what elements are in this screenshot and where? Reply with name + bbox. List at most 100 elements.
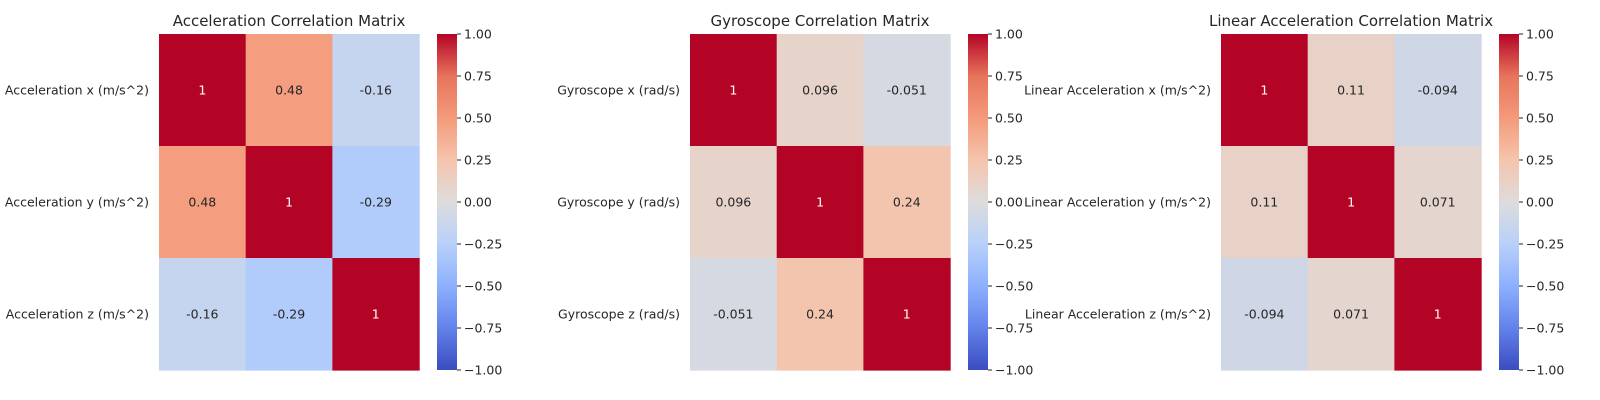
row-label: Linear Acceleration z (m/s^2) [1025,307,1211,322]
colorbar-tick-label: 0.50 [1526,111,1554,126]
heatmap-cell [159,258,247,371]
colorbar-tick-label: 1.00 [1526,27,1554,42]
heatmap-cell [690,146,778,259]
colorbar-tick-label: 0.00 [1526,195,1554,210]
colorbar-tick-label: −0.75 [464,321,502,336]
heatmap-cell [776,34,864,147]
cell-value-label: -0.051 [887,83,927,98]
row-label: Linear Acceleration x (m/s^2) [1024,83,1211,98]
cell-value-label: -0.051 [713,307,753,322]
heatmap-cell [332,146,420,259]
heatmap-cell [1394,258,1482,371]
colorbar [968,34,988,370]
cell-value-label: -0.094 [1418,83,1458,98]
cell-value-label: 1 [198,83,206,98]
heatmap-panel-linear-acceleration: Linear Acceleration Correlation Matrix Li… [1024,12,1564,378]
heatmap-cell [863,258,951,371]
heatmap-cell [332,34,420,147]
row-label: Acceleration y (m/s^2) [5,195,149,210]
colorbar-tick-label: 0.25 [1526,153,1554,168]
cell-value-label: 1 [816,195,824,210]
cell-value-label: 0.11 [1337,83,1365,98]
colorbar-tick-label: 0.50 [995,111,1023,126]
cell-value-label: -0.29 [273,307,305,322]
row-label: Acceleration x (m/s^2) [5,83,149,98]
colorbar-tick-label: 0.00 [464,195,492,210]
colorbar-tick-label: 1.00 [995,27,1023,42]
heatmap-cell [690,258,778,371]
heatmap-panel-gyroscope: Gyroscope Correlation Matrix Gyroscope x … [557,12,1033,378]
colorbar-tick-label: −1.00 [464,363,502,378]
colorbar-tick-label: −0.25 [995,237,1033,252]
cell-value-label: 1 [1434,307,1442,322]
cell-value-label: 0.48 [188,195,216,210]
cell-value-label: 0.24 [893,195,921,210]
colorbar-tick-label: 0.25 [995,153,1023,168]
heatmap-cell [863,34,951,147]
colorbar-tick-label: −1.00 [1526,363,1564,378]
row-label: Linear Acceleration y (m/s^2) [1024,195,1211,210]
colorbar-tick-label: −0.25 [1526,237,1564,252]
cell-value-label: -0.16 [186,307,218,322]
colorbar-tick-label: −0.50 [1526,279,1564,294]
cell-value-label: 1 [1347,195,1355,210]
colorbar-tick-label: −0.25 [464,237,502,252]
heatmap-cell [690,34,778,147]
colorbar [1499,34,1519,370]
heatmap-cell [1394,34,1482,147]
colorbar-tick-label: −0.75 [995,321,1033,336]
heatmap-cell [159,146,247,259]
cell-value-label: 0.096 [715,195,751,210]
cell-value-label: 1 [285,195,293,210]
row-label: Gyroscope y (rad/s) [557,195,680,210]
cell-value-label: 0.096 [802,83,838,98]
heatmap-cell [245,146,333,259]
heatmap-cell [863,146,951,259]
cell-value-label: -0.29 [360,195,392,210]
colorbar-tick-label: 0.75 [1526,69,1554,84]
cell-value-label: 1 [729,83,737,98]
colorbar-tick-label: 0.50 [464,111,492,126]
heatmap-cell [245,34,333,147]
colorbar-tick-label: 1.00 [464,27,492,42]
row-label: Gyroscope z (rad/s) [558,307,680,322]
heatmap-cell [1221,34,1309,147]
chart-title: Linear Acceleration Correlation Matrix [1209,12,1493,30]
colorbar-tick-label: −0.50 [464,279,502,294]
heatmap-cell [776,258,864,371]
chart-title: Gyroscope Correlation Matrix [711,12,930,30]
cell-value-label: 0.071 [1333,307,1369,322]
heatmap-cell [159,34,247,147]
heatmap-cell [1221,146,1309,259]
cell-value-label: 1 [372,307,380,322]
row-label: Acceleration z (m/s^2) [6,307,149,322]
heatmap-cell [1221,258,1309,371]
colorbar-tick-label: 0.75 [464,69,492,84]
heatmap-cell [1307,146,1395,259]
heatmap-cell [1307,34,1395,147]
cell-value-label: -0.16 [360,83,392,98]
row-label: Gyroscope x (rad/s) [557,83,680,98]
heatmap-cell [245,258,333,371]
colorbar-tick-label: 0.00 [995,195,1023,210]
cell-value-label: 0.48 [275,83,303,98]
cell-value-label: -0.094 [1244,307,1284,322]
colorbar-tick-label: 0.75 [995,69,1023,84]
cell-value-label: 0.24 [806,307,834,322]
colorbar-tick-label: −0.50 [995,279,1033,294]
cell-value-label: 1 [1260,83,1268,98]
heatmap-cell [1394,146,1482,259]
colorbar [437,34,457,370]
colorbar-tick-label: −0.75 [1526,321,1564,336]
cell-value-label: 0.071 [1420,195,1456,210]
heatmap-cell [776,146,864,259]
cell-value-label: 0.11 [1250,195,1278,210]
heatmap-cell [1307,258,1395,371]
cell-value-label: 1 [903,307,911,322]
heatmap-cell [332,258,420,371]
heatmap-panel-acceleration: Acceleration Correlation Matrix Accelerat… [5,12,502,378]
colorbar-tick-label: 0.25 [464,153,492,168]
chart-title: Acceleration Correlation Matrix [173,12,406,30]
colorbar-tick-label: −1.00 [995,363,1033,378]
